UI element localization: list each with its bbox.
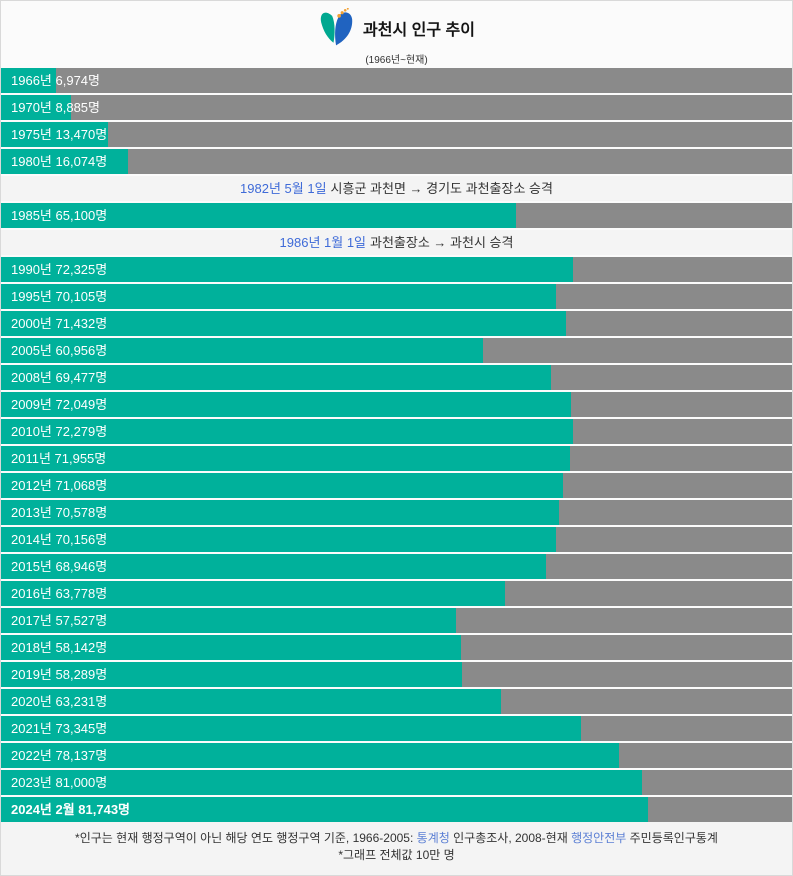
- bar-fill: [1, 392, 571, 417]
- milestone-note-row: 1986년 1월 1일 과천출장소 → 과천시 승격: [1, 230, 792, 255]
- bar-row-1970: 1970년 8,885명: [1, 95, 792, 120]
- bar-fill: [1, 473, 564, 498]
- chart-rows: 1966년 6,974명 1970년 8,885명 1975년 13,470명 198…: [1, 68, 792, 822]
- bar-fill: [1, 95, 72, 120]
- page-title: 과천시 인구 추이: [363, 22, 475, 39]
- bar-label: 2017년 57,527명: [11, 613, 108, 628]
- bar-fill: [1, 581, 506, 606]
- bar-label: 2010년 72,279명: [11, 424, 108, 439]
- bar-fill: [1, 689, 502, 714]
- bar-row-2011: 2011년 71,955명: [1, 446, 792, 471]
- bar-fill: [1, 635, 461, 660]
- bar-fill: [1, 257, 574, 282]
- bar-label: 2011년 71,955명: [11, 451, 107, 466]
- bar-fill: [1, 446, 571, 471]
- bar-row-2009: 2009년 72,049명: [1, 392, 792, 417]
- bar-label: 2016년 63,778명: [11, 586, 108, 601]
- bar-label: 2021년 73,345명: [11, 721, 108, 736]
- bar-label: 1990년 72,325명: [11, 262, 108, 277]
- bar-fill: [1, 770, 642, 795]
- bar-fill: [1, 554, 547, 579]
- bar-label: 1980년 16,074명: [11, 154, 108, 169]
- statistics-korea-link[interactable]: 통계청: [416, 831, 450, 845]
- bar-fill: [1, 797, 648, 822]
- bar-label: 2022년 78,137명: [11, 748, 108, 763]
- bar-fill: [1, 68, 57, 93]
- bar-fill: [1, 419, 573, 444]
- bar-label: 2000년 71,432명: [11, 316, 108, 331]
- bar-label: 1970년 8,885명: [11, 100, 100, 115]
- bar-row-2013: 2013년 70,578명: [1, 500, 792, 525]
- bar-row-2017: 2017년 57,527명: [1, 608, 792, 633]
- milestone-date-link[interactable]: 1986년 1월 1일: [279, 235, 367, 250]
- bar-fill: [1, 149, 129, 174]
- bar-label: 2013년 70,578명: [11, 505, 108, 520]
- milestone-text: 과천출장소 → 과천시 승격: [370, 235, 514, 250]
- milestone-date-link[interactable]: 1982년 5월 1일: [240, 181, 327, 196]
- bar-row-2018: 2018년 58,142명: [1, 635, 792, 660]
- milestone-note-row: 1982년 5월 1일 시흥군 과천면 → 경기도 과천출장소 승격: [1, 176, 792, 201]
- bar-label: 2005년 60,956명: [11, 343, 108, 358]
- bar-fill: [1, 284, 556, 309]
- page-subtitle: (1966년~현재): [365, 55, 428, 66]
- bar-row-1980: 1980년 16,074명: [1, 149, 792, 174]
- bar-label: 1985년 65,100명: [11, 208, 108, 223]
- bar-fill: [1, 743, 620, 768]
- bar-row-2019: 2019년 58,289명: [1, 662, 792, 687]
- footer-text-pre: *인구는 현재 행정구역이 아닌 해당 연도 행정구역 기준, 1966-200…: [75, 831, 417, 845]
- bar-row-1985: 1985년 65,100명: [1, 203, 792, 228]
- bar-fill: [1, 311, 567, 336]
- chart-header: 과천시 인구 추이 (1966년~현재): [1, 1, 792, 68]
- bar-fill: [1, 500, 560, 525]
- bar-fill: [1, 716, 582, 741]
- bar-label: 2023년 81,000명: [11, 775, 108, 790]
- bar-fill: [1, 203, 516, 228]
- bar-label: 2012년 71,068명: [11, 478, 108, 493]
- bar-label: 2024년 2월 81,743명: [11, 802, 131, 817]
- bar-fill: [1, 662, 463, 687]
- bar-row-2020: 2020년 63,231명: [1, 689, 792, 714]
- bar-fill: [1, 527, 556, 552]
- bar-row-2023: 2023년 81,000명: [1, 770, 792, 795]
- bar-label: 2015년 68,946명: [11, 559, 108, 574]
- ministry-interior-safety-link[interactable]: 행정안전부: [571, 831, 627, 845]
- bar-row-2010: 2010년 72,279명: [1, 419, 792, 444]
- bar-row-2000: 2000년 71,432명: [1, 311, 792, 336]
- footer-scale-note: *그래프 전체값 10만 명: [338, 848, 455, 862]
- footer-text-post: 주민등록인구통계: [626, 831, 718, 845]
- footer-text-mid: 인구총조사, 2008-현재: [449, 831, 572, 845]
- bar-row-2008: 2008년 69,477명: [1, 365, 792, 390]
- bar-row-1990: 1990년 72,325명: [1, 257, 792, 282]
- bar-label: 1975년 13,470명: [11, 127, 108, 142]
- butterfly-logo-icon: [320, 8, 353, 46]
- bar-row-2012: 2012년 71,068명: [1, 473, 792, 498]
- bar-label: 1966년 6,974명: [11, 73, 100, 88]
- bar-row-2014: 2014년 70,156명: [1, 527, 792, 552]
- bar-row-1995: 1995년 70,105명: [1, 284, 792, 309]
- title-row: 과천시 인구 추이: [1, 1, 792, 48]
- bar-fill: [1, 338, 484, 363]
- bar-fill: [1, 122, 108, 147]
- footer-source-line: *인구는 현재 행정구역이 아닌 해당 연도 행정구역 기준, 1966-200…: [1, 830, 792, 847]
- milestone-text: 시흥군 과천면 → 경기도 과천출장소 승격: [330, 181, 553, 196]
- chart-footer: *인구는 현재 행정구역이 아닌 해당 연도 행정구역 기준, 1966-200…: [1, 822, 792, 875]
- bar-label: 2020년 63,231명: [11, 694, 108, 709]
- bar-row-2005: 2005년 60,956명: [1, 338, 792, 363]
- bar-row-2024: 2024년 2월 81,743명: [1, 797, 792, 822]
- bar-fill: [1, 608, 457, 633]
- bar-row-1966: 1966년 6,974명: [1, 68, 792, 93]
- bar-label: 2019년 58,289명: [11, 667, 108, 682]
- bar-row-2016: 2016년 63,778명: [1, 581, 792, 606]
- bar-label: 2008년 69,477명: [11, 370, 108, 385]
- bar-label: 1995년 70,105명: [11, 289, 108, 304]
- bar-row-2015: 2015년 68,946명: [1, 554, 792, 579]
- bar-row-1975: 1975년 13,470명: [1, 122, 792, 147]
- bar-label: 2009년 72,049명: [11, 397, 108, 412]
- bar-row-2022: 2022년 78,137명: [1, 743, 792, 768]
- bar-label: 2018년 58,142명: [11, 640, 108, 655]
- bar-label: 2014년 70,156명: [11, 532, 108, 547]
- bar-fill: [1, 365, 551, 390]
- bar-row-2021: 2021년 73,345명: [1, 716, 792, 741]
